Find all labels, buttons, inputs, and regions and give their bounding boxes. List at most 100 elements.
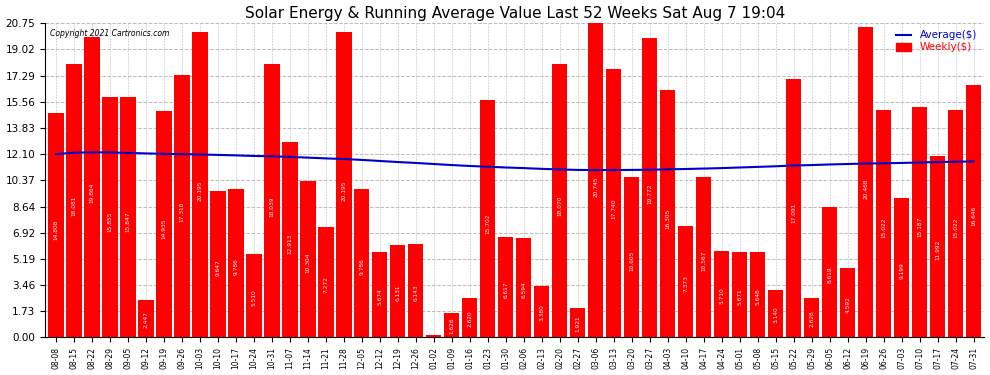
Text: 5.510: 5.510 <box>251 289 256 306</box>
Text: 11.992: 11.992 <box>936 240 940 261</box>
Text: 5.710: 5.710 <box>719 288 725 304</box>
Text: 1.626: 1.626 <box>449 317 454 334</box>
Bar <box>841 268 855 338</box>
Text: 16.646: 16.646 <box>971 206 976 226</box>
Text: 9.199: 9.199 <box>899 262 904 279</box>
Bar <box>229 189 244 338</box>
Text: 19.772: 19.772 <box>647 183 652 204</box>
Text: 12.913: 12.913 <box>287 233 292 254</box>
Bar <box>714 251 730 338</box>
Bar <box>948 110 963 338</box>
Text: 16.305: 16.305 <box>665 209 670 229</box>
Bar <box>282 142 298 338</box>
Bar <box>120 98 136 338</box>
Text: 8.619: 8.619 <box>828 267 833 283</box>
Bar <box>552 64 567 338</box>
Bar <box>858 27 873 338</box>
Bar <box>210 191 226 338</box>
Bar <box>750 252 765 338</box>
Text: 17.740: 17.740 <box>611 198 616 219</box>
Text: 7.373: 7.373 <box>683 275 688 292</box>
Bar <box>643 38 657 338</box>
Bar <box>498 237 514 338</box>
Text: 15.187: 15.187 <box>917 217 922 237</box>
Bar <box>480 100 495 338</box>
Text: 9.786: 9.786 <box>234 258 239 274</box>
Bar <box>804 298 820 338</box>
Bar <box>912 107 928 338</box>
Bar <box>174 75 189 338</box>
Bar <box>930 156 945 338</box>
Text: 3.140: 3.140 <box>773 306 778 323</box>
Text: 15.022: 15.022 <box>881 218 886 238</box>
Bar <box>49 113 63 338</box>
Bar <box>588 23 604 338</box>
Bar <box>102 97 118 338</box>
Bar <box>732 252 747 338</box>
Text: 20.468: 20.468 <box>863 178 868 199</box>
Text: 15.847: 15.847 <box>126 212 131 232</box>
Bar <box>426 335 442 338</box>
Bar <box>264 64 279 338</box>
Bar <box>300 182 316 338</box>
Bar <box>570 308 585 338</box>
Text: 10.567: 10.567 <box>701 251 706 271</box>
Text: 18.039: 18.039 <box>269 196 274 216</box>
Text: 20.195: 20.195 <box>197 180 202 201</box>
Bar <box>247 254 261 338</box>
Bar <box>894 198 910 338</box>
Text: 6.143: 6.143 <box>414 285 419 301</box>
Bar <box>156 111 171 338</box>
Text: 9.786: 9.786 <box>359 258 364 274</box>
Text: 15.022: 15.022 <box>953 218 958 238</box>
Text: 2.628: 2.628 <box>809 310 814 327</box>
Bar <box>337 32 351 338</box>
Text: 5.648: 5.648 <box>755 288 760 305</box>
Bar <box>822 207 838 338</box>
Bar <box>462 298 477 338</box>
Text: 7.272: 7.272 <box>324 276 329 293</box>
Bar <box>445 313 459 338</box>
Bar <box>408 244 424 338</box>
Text: 14.808: 14.808 <box>53 219 58 240</box>
Text: 3.380: 3.380 <box>540 304 545 321</box>
Text: 19.864: 19.864 <box>89 183 94 203</box>
Bar <box>696 177 712 338</box>
Text: 20.745: 20.745 <box>593 176 598 197</box>
Bar <box>354 189 369 338</box>
Text: 18.081: 18.081 <box>71 196 76 216</box>
Bar <box>966 85 981 338</box>
Bar <box>624 177 640 338</box>
Bar <box>678 226 693 338</box>
Text: 2.620: 2.620 <box>467 310 472 327</box>
Text: Copyright 2021 Cartronics.com: Copyright 2021 Cartronics.com <box>50 29 169 38</box>
Text: 15.702: 15.702 <box>485 213 490 234</box>
Bar <box>660 90 675 338</box>
Title: Solar Energy & Running Average Value Last 52 Weeks Sat Aug 7 19:04: Solar Energy & Running Average Value Las… <box>245 6 785 21</box>
Bar <box>192 32 208 338</box>
Bar <box>318 227 334 338</box>
Legend: Average($), Weekly($): Average($), Weekly($) <box>894 28 979 55</box>
Text: 17.318: 17.318 <box>179 201 184 222</box>
Text: 6.594: 6.594 <box>522 281 527 298</box>
Text: 14.935: 14.935 <box>161 219 166 239</box>
Bar <box>516 238 532 338</box>
Text: 10.605: 10.605 <box>630 250 635 270</box>
Bar <box>768 290 783 338</box>
Bar <box>786 78 801 338</box>
Text: 20.195: 20.195 <box>342 180 346 201</box>
Bar <box>390 244 406 338</box>
Text: 5.674: 5.674 <box>377 288 382 304</box>
Bar <box>606 69 622 338</box>
Text: 1.921: 1.921 <box>575 315 580 332</box>
Text: 10.304: 10.304 <box>305 252 311 273</box>
Text: 4.592: 4.592 <box>845 296 850 312</box>
Bar <box>372 252 387 338</box>
Bar <box>139 300 153 338</box>
Bar <box>535 286 549 338</box>
Bar <box>876 110 891 338</box>
Text: 17.091: 17.091 <box>791 203 796 223</box>
Text: 2.447: 2.447 <box>144 311 148 328</box>
Text: 6.617: 6.617 <box>503 281 508 298</box>
Bar <box>66 63 81 338</box>
